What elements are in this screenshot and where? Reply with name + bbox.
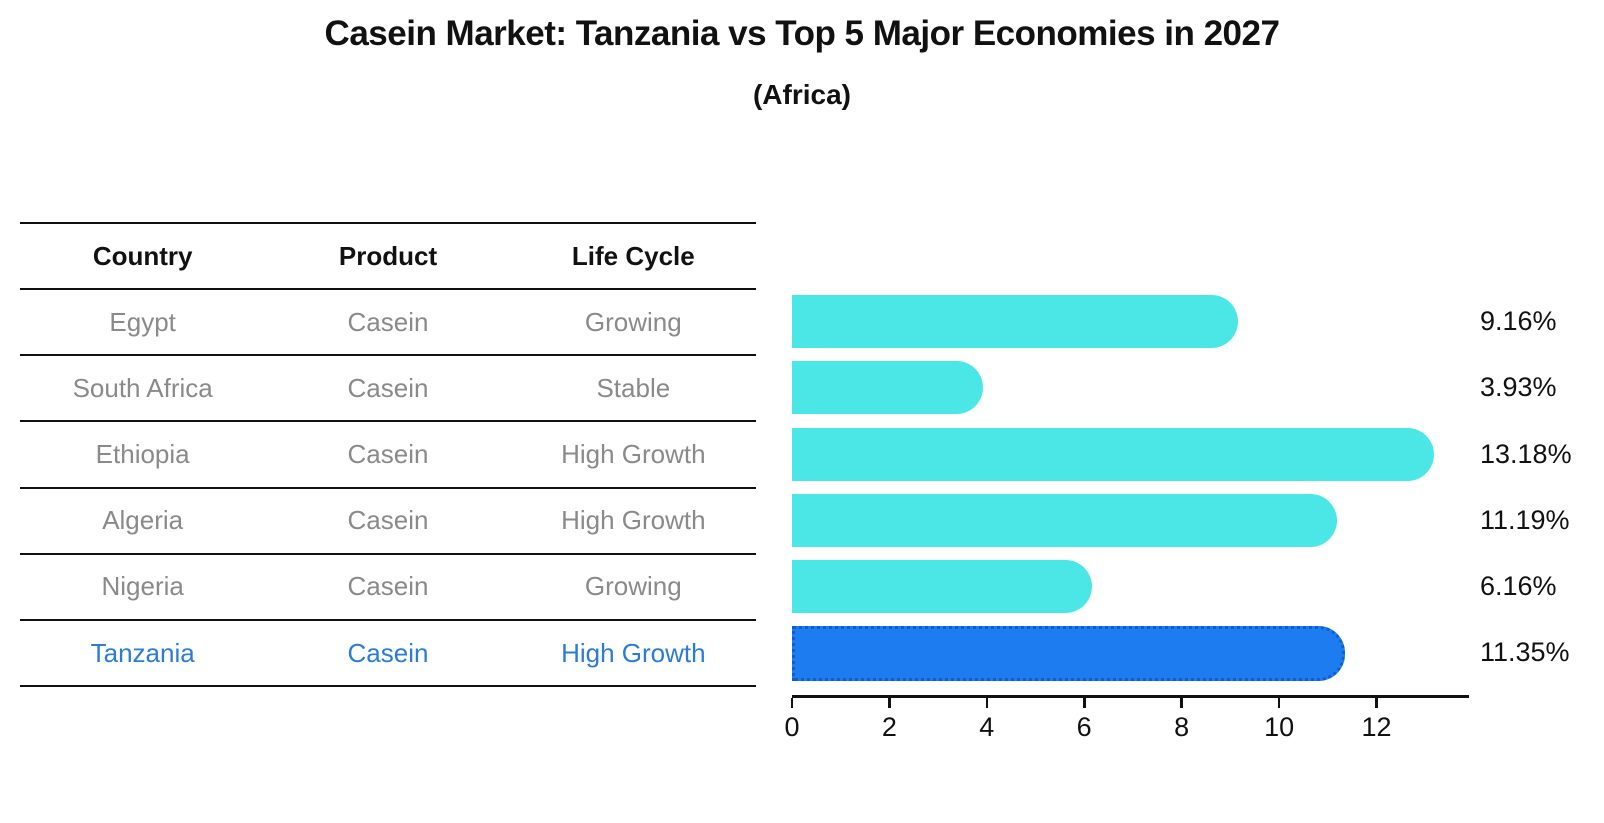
x-axis-tick-label: 2 — [881, 712, 897, 742]
x-axis-tick — [1277, 697, 1281, 708]
bar-ethiopia — [792, 427, 1434, 481]
value-label-ethiopia: 13.18% — [1480, 438, 1572, 469]
x-axis-tick — [985, 697, 989, 708]
value-label-nigeria: 6.16% — [1480, 571, 1557, 601]
x-axis-tick — [888, 697, 891, 708]
column-header-product: Product — [338, 240, 438, 271]
x-axis-line — [792, 695, 1469, 698]
life-cycle-cell: Growing — [584, 571, 682, 602]
product-cell: Casein — [347, 438, 429, 469]
product-cell: Casein — [347, 372, 429, 403]
country-cell: Egypt — [109, 306, 176, 337]
product-cell: Casein — [347, 571, 429, 602]
column-header-country: Country — [92, 240, 193, 271]
value-label-egypt: 9.16% — [1480, 306, 1557, 336]
table-row-nigeria: Nigeria Casein Growing — [20, 555, 756, 621]
bar-egypt — [792, 295, 1239, 348]
x-axis-tick-label: 4 — [979, 712, 995, 742]
country-cell: Tanzania — [90, 637, 195, 668]
life-cycle-cell: Stable — [596, 372, 671, 403]
value-label-tanzania: 11.35% — [1480, 637, 1570, 668]
product-cell: Casein — [347, 505, 429, 536]
column-header-life-cycle: Life Cycle — [571, 240, 695, 271]
x-axis-tick — [1180, 697, 1183, 708]
value-label-algeria: 11.19% — [1480, 504, 1570, 535]
life-cycle-cell: High Growth — [561, 438, 706, 469]
x-axis-tick-label: 6 — [1076, 712, 1092, 742]
table-row-egypt: Egypt Casein Growing — [20, 290, 756, 357]
x-axis-tick-label: 10 — [1264, 712, 1295, 742]
country-cell: Ethiopia — [95, 438, 190, 469]
bar-tanzania-highlighted — [792, 625, 1345, 681]
x-axis-tick-label: 0 — [784, 712, 800, 742]
table-row-south-africa: South Africa Casein Stable — [20, 356, 756, 423]
table-row-algeria: Algeria Casein High Growth — [20, 489, 756, 555]
x-axis-tick-label: 8 — [1174, 712, 1190, 742]
country-cell: South Africa — [72, 372, 213, 403]
bar-algeria — [792, 493, 1337, 547]
bar-south-africa — [792, 361, 984, 415]
x-axis-tick — [790, 697, 794, 708]
x-axis-tick — [1083, 697, 1086, 708]
value-label-south-africa: 3.93% — [1480, 372, 1557, 403]
country-table: Country Product Life Cycle Egypt Casein … — [20, 222, 756, 688]
life-cycle-cell: High Growth — [561, 637, 706, 668]
chart-subtitle: (Africa) — [752, 79, 851, 110]
table-row-ethiopia: Ethiopia Casein High Growth — [20, 422, 756, 489]
x-axis-tick-label: 12 — [1361, 712, 1392, 742]
x-axis-tick — [1375, 697, 1378, 708]
life-cycle-cell: Growing — [584, 306, 682, 337]
country-cell: Nigeria — [101, 571, 184, 602]
chart-title: Casein Market: Tanzania vs Top 5 Major E… — [324, 14, 1280, 53]
country-cell: Algeria — [102, 505, 184, 536]
table-header-row: Country Product Life Cycle — [20, 224, 756, 290]
life-cycle-cell: High Growth — [561, 505, 706, 536]
table-row-tanzania-highlighted: Tanzania Casein High Growth — [20, 621, 756, 688]
product-cell: Casein — [347, 306, 429, 337]
product-cell: Casein — [347, 637, 429, 668]
bar-nigeria — [792, 560, 1092, 613]
